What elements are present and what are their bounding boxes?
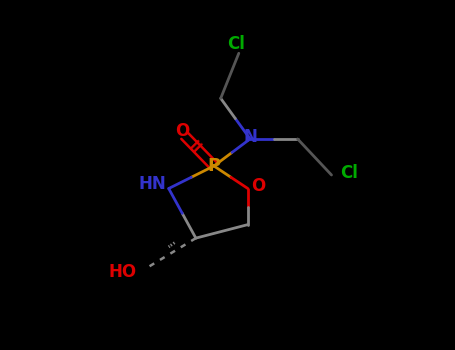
- Text: N: N: [243, 128, 257, 146]
- Text: HN: HN: [139, 175, 167, 193]
- Text: O: O: [175, 122, 189, 140]
- Text: Cl: Cl: [340, 164, 358, 182]
- Text: Cl: Cl: [228, 35, 246, 53]
- Text: O: O: [251, 177, 265, 195]
- Text: P: P: [207, 157, 221, 175]
- Text: HO: HO: [109, 263, 137, 281]
- Text: =: =: [185, 133, 210, 158]
- Text: ''': ''': [167, 239, 182, 256]
